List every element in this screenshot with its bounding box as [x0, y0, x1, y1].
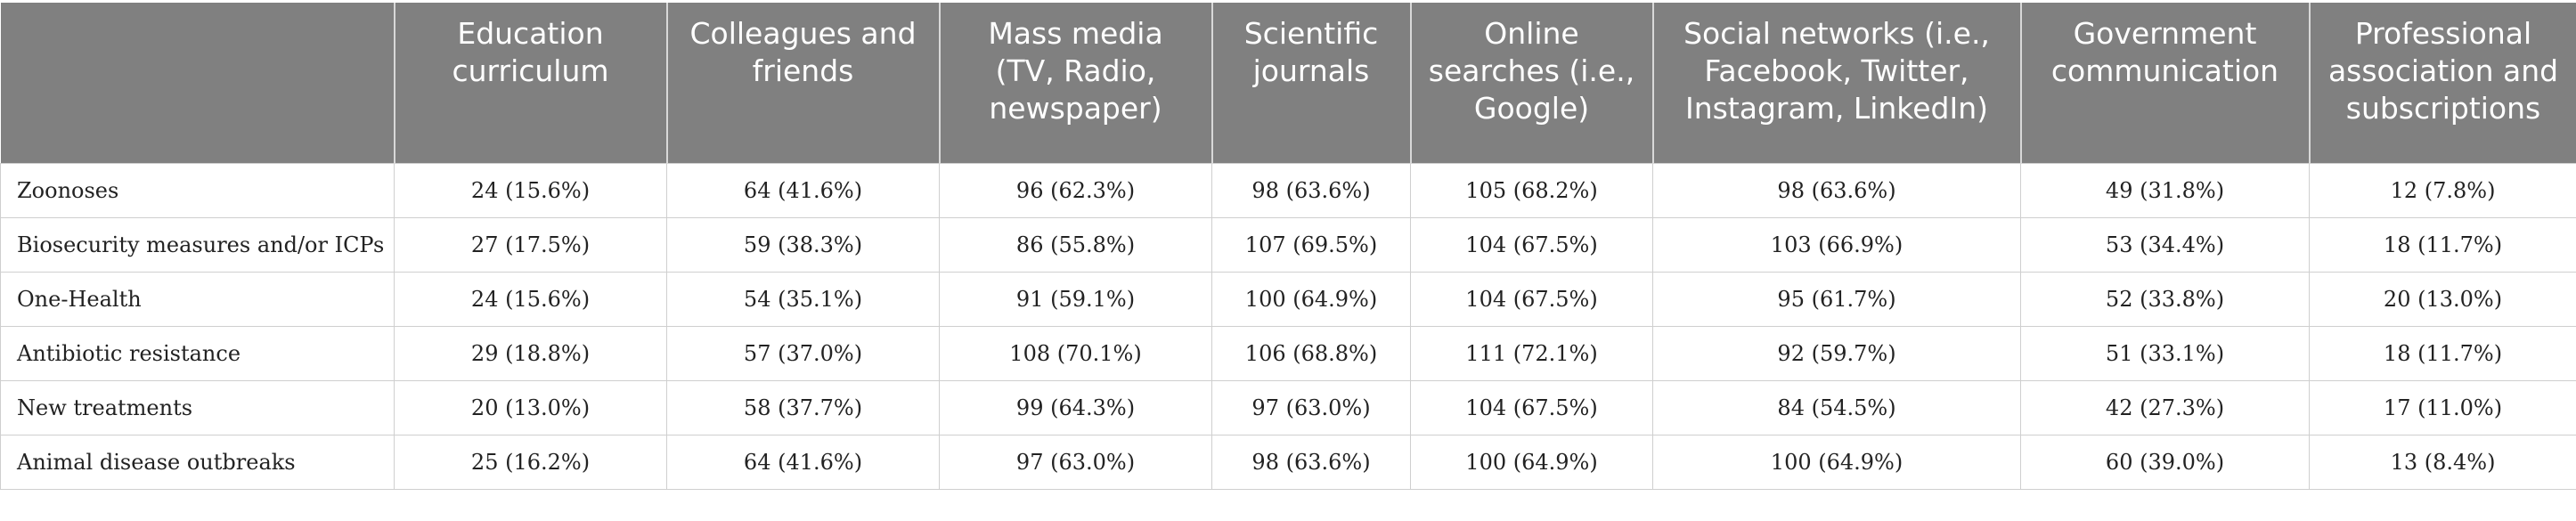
table-cell: 57 (37.0%) — [666, 325, 940, 381]
table-cell: 25 (16.2%) — [394, 434, 667, 490]
header-cell-scientific-journals: Scientific journals — [1211, 3, 1411, 163]
table-cell: 17 (11.0%) — [2309, 379, 2576, 436]
table-row: Animal disease outbreaks 25 (16.2%) 64 (41… — [0, 434, 2576, 490]
header-cell-professional-association: Professional association and subscriptio… — [2308, 3, 2576, 163]
header-row: Education curriculum Colleagues and frie… — [0, 3, 2576, 163]
header-cell-social-networks: Social networks (i.e., Facebook, Twitter… — [1651, 3, 2021, 163]
table-cell: 104 (67.5%) — [1410, 379, 1653, 436]
table-cell: 53 (34.4%) — [2020, 216, 2310, 273]
table-cell: 105 (68.2%) — [1410, 162, 1653, 218]
table-body: Zoonoses 24 (15.6%) 64 (41.6%) 96 (62.3%) 98… — [0, 162, 2576, 490]
row-label-cell: Zoonoses — [0, 162, 395, 218]
header-cell-mass-media: Mass media (TV, Radio, newspaper) — [938, 3, 1212, 163]
table-cell: 18 (11.7%) — [2309, 216, 2576, 273]
row-label-cell: Animal disease outbreaks — [0, 434, 395, 490]
table-cell: 84 (54.5%) — [1652, 379, 2021, 436]
table-cell: 97 (63.0%) — [939, 434, 1212, 490]
table-cell: 107 (69.5%) — [1211, 216, 1411, 273]
table-cell: 64 (41.6%) — [666, 162, 940, 218]
header-cell-education-curriculum: Education curriculum — [393, 3, 667, 163]
table-cell: 24 (15.6%) — [394, 162, 667, 218]
table-cell: 91 (59.1%) — [939, 271, 1212, 327]
header-cell-topic — [0, 3, 395, 163]
header-cell-online-searches: Online searches (i.e., Google) — [1409, 3, 1653, 163]
table-cell: 108 (70.1%) — [939, 325, 1212, 381]
table-cell: 54 (35.1%) — [666, 271, 940, 327]
table-header: Education curriculum Colleagues and frie… — [0, 3, 2576, 163]
header-cell-colleagues-friends: Colleagues and friends — [665, 3, 940, 163]
table-cell: 98 (63.6%) — [1652, 162, 2021, 218]
table-cell: 95 (61.7%) — [1652, 271, 2021, 327]
table-cell: 99 (64.3%) — [939, 379, 1212, 436]
table-cell: 86 (55.8%) — [939, 216, 1212, 273]
table-cell: 29 (18.8%) — [394, 325, 667, 381]
data-table-container: Education curriculum Colleagues and frie… — [0, 3, 2576, 490]
row-label-cell: Antibiotic resistance — [0, 325, 395, 381]
table-cell: 51 (33.1%) — [2020, 325, 2310, 381]
row-label-cell: Biosecurity measures and/or ICPs — [0, 216, 395, 273]
table-cell: 20 (13.0%) — [2309, 271, 2576, 327]
table-row: Antibiotic resistance 29 (18.8%) 57 (37.0%… — [0, 325, 2576, 381]
table-cell: 98 (63.6%) — [1211, 162, 1411, 218]
table-row: One-Health 24 (15.6%) 54 (35.1%) 91 (59.1%)… — [0, 271, 2576, 327]
table-cell: 104 (67.5%) — [1410, 216, 1653, 273]
table-cell: 20 (13.0%) — [394, 379, 667, 436]
table-cell: 52 (33.8%) — [2020, 271, 2310, 327]
table-cell: 103 (66.9%) — [1652, 216, 2021, 273]
table-cell: 49 (31.8%) — [2020, 162, 2310, 218]
table-cell: 104 (67.5%) — [1410, 271, 1653, 327]
table-cell: 24 (15.6%) — [394, 271, 667, 327]
table-cell: 12 (7.8%) — [2309, 162, 2576, 218]
table-cell: 59 (38.3%) — [666, 216, 940, 273]
table-cell: 92 (59.7%) — [1652, 325, 2021, 381]
table-row: Biosecurity measures and/or ICPs 27 (17.5… — [0, 216, 2576, 273]
table-cell: 27 (17.5%) — [394, 216, 667, 273]
table-cell: 111 (72.1%) — [1410, 325, 1653, 381]
table-row: New treatments 20 (13.0%) 58 (37.7%) 99 (64… — [0, 379, 2576, 436]
row-label-cell: One-Health — [0, 271, 395, 327]
table-cell: 60 (39.0%) — [2020, 434, 2310, 490]
table-cell: 64 (41.6%) — [666, 434, 940, 490]
table-cell: 96 (62.3%) — [939, 162, 1212, 218]
table-cell: 97 (63.0%) — [1211, 379, 1411, 436]
header-cell-government-communication: Government communication — [2019, 3, 2310, 163]
table-row: Zoonoses 24 (15.6%) 64 (41.6%) 96 (62.3%) 98… — [0, 162, 2576, 218]
table-cell: 42 (27.3%) — [2020, 379, 2310, 436]
sources-table: Education curriculum Colleagues and frie… — [0, 3, 2576, 490]
table-cell: 100 (64.9%) — [1410, 434, 1653, 490]
table-cell: 100 (64.9%) — [1211, 271, 1411, 327]
table-cell: 18 (11.7%) — [2309, 325, 2576, 381]
table-cell: 98 (63.6%) — [1211, 434, 1411, 490]
row-label-cell: New treatments — [0, 379, 395, 436]
table-cell: 100 (64.9%) — [1652, 434, 2021, 490]
table-cell: 106 (68.8%) — [1211, 325, 1411, 381]
table-cell: 58 (37.7%) — [666, 379, 940, 436]
table-cell: 13 (8.4%) — [2309, 434, 2576, 490]
